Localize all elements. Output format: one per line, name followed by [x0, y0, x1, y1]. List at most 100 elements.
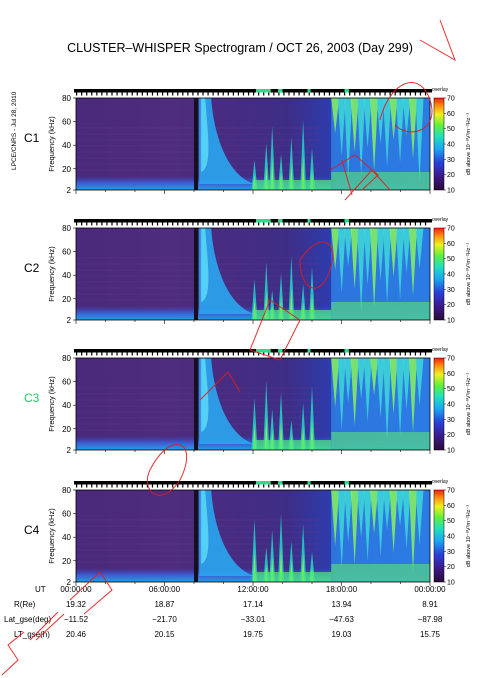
colorbar-ramp	[433, 97, 445, 191]
status-bar-tick	[141, 352, 143, 356]
y-tick-label: 60	[62, 118, 71, 127]
status-bar-tick	[414, 484, 417, 488]
status-bar-tick	[136, 484, 138, 488]
ephemeris-cell: 00:00:00	[60, 585, 92, 594]
status-bar-tick	[258, 92, 260, 96]
ephemeris-cell: 06:00:00	[149, 585, 181, 594]
status-bar-tick	[344, 92, 346, 96]
status-bar-tick	[349, 352, 351, 356]
status-bar-tick	[338, 484, 341, 488]
ephemeris-cell: 18:00:00	[326, 585, 358, 594]
ephemeris-cell: 15.75	[420, 630, 441, 639]
status-bar-tick	[217, 352, 219, 356]
status-bar-tick	[126, 352, 128, 356]
intense-streak	[389, 228, 398, 277]
status-bar-tick	[101, 92, 103, 96]
watermark-stroke	[299, 241, 334, 289]
colorbar-tick-label: 50	[447, 126, 455, 133]
colorbar-tick-label: 10	[447, 448, 455, 455]
spectrogram-plot	[75, 97, 431, 191]
status-bar-tick	[242, 484, 245, 488]
status-bar-tick	[81, 92, 83, 96]
ephemeris-cell: 20.46	[66, 630, 87, 639]
status-bar-tick	[131, 222, 133, 226]
status-bar-tick	[288, 484, 290, 488]
dispersive-emission	[199, 228, 255, 314]
y-axis-label: Frequency (kHz)	[47, 116, 56, 172]
status-bar-line	[74, 219, 432, 223]
status-bar-tick	[344, 484, 346, 488]
status-bar-tick	[278, 222, 280, 226]
intense-streak	[350, 98, 359, 152]
colorbar-tick-label: 60	[447, 111, 455, 118]
status-bar-tick	[232, 352, 234, 356]
intense-streak	[357, 358, 366, 399]
intense-streak	[344, 358, 353, 403]
status-bar-tick	[247, 222, 250, 226]
status-bar-tick	[328, 484, 331, 488]
panel-label: C2	[24, 261, 40, 275]
status-bar-tick	[419, 92, 422, 96]
status-bar-tick	[167, 222, 169, 226]
status-bar-tick	[121, 352, 123, 356]
colorbar-tick-label: 30	[447, 417, 455, 424]
status-bar-tick	[258, 222, 260, 226]
intense-streak	[363, 490, 372, 561]
status-bar-tick	[217, 484, 219, 488]
status-bar-tick	[359, 352, 361, 356]
status-bar-tick	[96, 92, 98, 96]
status-bar-tick	[237, 222, 240, 226]
status-bar-tick	[161, 92, 164, 96]
activity-band	[253, 180, 332, 190]
status-bar-tick	[141, 92, 143, 96]
status-bar-tick	[333, 352, 336, 356]
status-bar-tick	[212, 484, 214, 488]
status-bar-tick	[141, 484, 143, 488]
status-bar-tick	[126, 484, 128, 488]
ephemeris-cell: −47.63	[329, 615, 354, 624]
ephemeris-cell: 19.75	[243, 630, 264, 639]
intense-streak	[370, 228, 379, 308]
colorbar-tick-label: 50	[447, 518, 455, 525]
status-bar-tick	[379, 222, 381, 226]
status-bar-tick	[323, 222, 325, 226]
dispersive-emission-core	[201, 98, 209, 172]
status-bar-tick	[86, 92, 88, 96]
intense-streak	[344, 228, 353, 266]
ephemeris-row: UT 00:00:00 06:00:00 12:00:00 18:00:00 00:00:…	[35, 585, 446, 594]
colorbar-tag: overlay	[432, 347, 449, 353]
status-bar-tick	[313, 484, 315, 488]
intense-streak	[344, 490, 353, 542]
status-bar-tick	[146, 92, 148, 96]
status-bar-tick	[101, 484, 103, 488]
status-bar-tick	[131, 484, 133, 488]
status-bar-tick	[177, 92, 179, 96]
status-bar-tick	[217, 222, 219, 226]
status-bar-tick	[409, 222, 411, 226]
colorbar-tick-label: 60	[447, 371, 455, 378]
status-bar-tick	[328, 222, 331, 226]
status-bar-tick	[409, 352, 411, 356]
status-bar-tick	[212, 222, 214, 226]
colorbar-label: dB above 10⁻⁸V²m⁻²Hz⁻¹	[465, 243, 472, 306]
status-bar-tick	[273, 484, 275, 488]
colorbar-tick-label: 40	[447, 402, 455, 409]
dispersive-emission	[199, 358, 255, 444]
intense-streak	[337, 358, 346, 430]
status-bar-tick	[424, 484, 427, 488]
status-bar-marker	[278, 219, 283, 223]
status-bar-tick	[202, 484, 204, 488]
y-tick-label: 60	[62, 248, 71, 257]
colorbar-tick-label: 20	[447, 172, 455, 179]
panel-label: C1	[24, 131, 40, 145]
status-bar	[74, 349, 432, 356]
status-bar-tick	[76, 484, 78, 488]
colorbar-label: dB above 10⁻⁸V²m⁻²Hz⁻¹	[465, 505, 472, 568]
status-bar-tick	[258, 352, 260, 356]
status-bar-tick	[81, 484, 83, 488]
status-bar-tick	[298, 484, 300, 488]
y-tick-label: 40	[62, 271, 71, 280]
intense-streak	[389, 98, 398, 140]
status-bar-tick	[283, 222, 285, 226]
status-bar-tick	[172, 484, 174, 488]
